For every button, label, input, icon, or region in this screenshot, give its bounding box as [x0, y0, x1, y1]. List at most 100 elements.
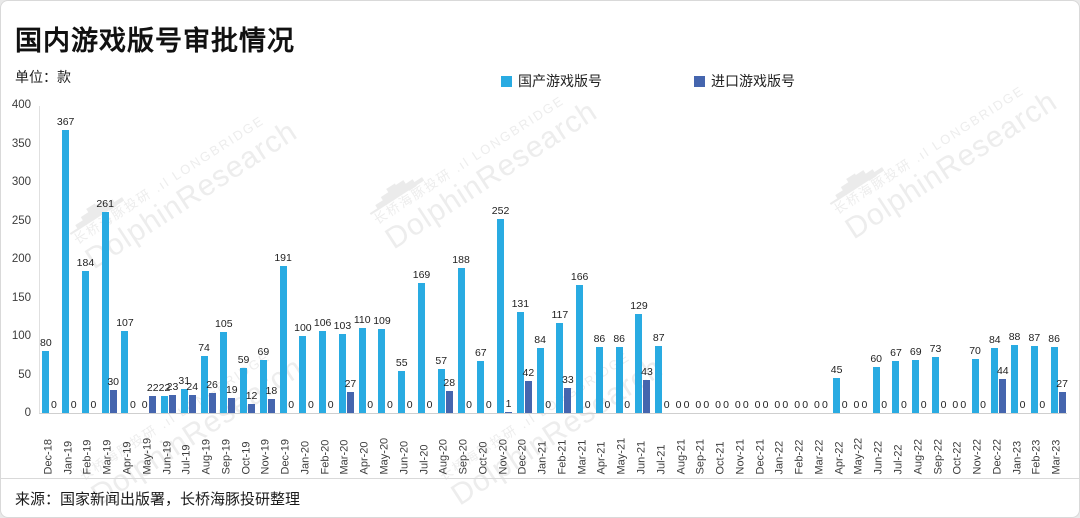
x-tick-label: Mar-23 — [1050, 439, 1063, 475]
x-tick-label: Mar-20 — [338, 439, 351, 475]
bar-domestic-Jul-19 — [180, 389, 188, 413]
bar-domestic-Apr-20 — [358, 328, 366, 413]
bar-domestic-Dec-18 — [42, 351, 50, 413]
value-label: 0 — [940, 399, 947, 411]
x-tick-label: Jan-21 — [536, 440, 549, 475]
value-label: 0 — [327, 399, 334, 411]
value-label: 74 — [198, 342, 210, 354]
x-tick-label: Nov-20 — [497, 439, 510, 475]
bar-domestic-Feb-20 — [319, 331, 327, 413]
value-label: 367 — [56, 116, 75, 128]
value-label: 261 — [96, 198, 114, 210]
y-tick-label: 50 — [18, 368, 31, 381]
bar-domestic-Oct-19 — [240, 368, 248, 413]
value-label: 0 — [426, 399, 433, 411]
value-label: 166 — [570, 271, 589, 283]
value-label: 80 — [40, 337, 52, 349]
value-label: 252 — [491, 205, 510, 217]
value-label: 24 — [186, 381, 199, 393]
bar-domestic-Sep-20 — [457, 268, 465, 413]
bar-import-Nov-19 — [267, 399, 275, 413]
bar-import-Jun-21 — [643, 380, 651, 413]
value-label: 0 — [802, 399, 809, 411]
y-tick-label: 250 — [11, 214, 31, 227]
x-tick-label: Nov-21 — [734, 439, 747, 475]
chart-title: 国内游戏版号审批情况 — [15, 26, 295, 56]
value-label: 110 — [353, 314, 371, 326]
bar-domestic-Jan-19 — [62, 130, 70, 413]
source-note: 来源：国家新闻出版署，长桥海豚投研整理 — [15, 491, 301, 508]
x-tick-label: Feb-20 — [319, 439, 332, 475]
y-tick-label: 350 — [11, 137, 31, 150]
value-label: 26 — [206, 379, 218, 391]
x-tick-label: Apr-19 — [121, 441, 134, 475]
x-tick-label: Feb-19 — [81, 439, 94, 475]
value-label: 0 — [406, 399, 413, 411]
y-tick-label: 100 — [11, 330, 31, 342]
y-tick-label: 400 — [11, 99, 31, 111]
legend: 国产游戏版号 进口游戏版号 — [501, 71, 795, 91]
value-label: 0 — [307, 399, 314, 411]
value-label: 12 — [245, 390, 258, 402]
x-tick-label: Oct-20 — [477, 441, 490, 475]
bar-domestic-Dec-20 — [516, 312, 524, 413]
bar-chart-plot-area: 80 367 184 261 107 0 22 31 74 105 59 69 191 100 106 103… — [39, 106, 1068, 414]
bar-domestic-Nov-20 — [497, 219, 505, 413]
x-tick-label: Mar-21 — [576, 439, 589, 475]
x-tick-label: Jun-21 — [635, 440, 648, 475]
value-label: 0 — [794, 399, 801, 411]
value-label: 0 — [754, 399, 761, 411]
value-label: 0 — [881, 399, 888, 411]
x-tick-label: Oct-22 — [951, 441, 964, 475]
x-tick-label: Oct-21 — [714, 441, 727, 475]
value-label: 0 — [90, 399, 97, 411]
y-tick-label: 200 — [11, 253, 31, 265]
value-label: 0 — [841, 399, 848, 411]
value-label: 129 — [630, 300, 648, 312]
value-label: 100 — [294, 322, 312, 334]
value-label: 0 — [861, 399, 868, 411]
bar-domestic-Mar-20 — [338, 334, 346, 413]
bar-import-Jul-19 — [188, 395, 196, 413]
value-label: 0 — [715, 399, 721, 411]
bar-domestic-Apr-19 — [121, 331, 129, 413]
value-label: 22 — [158, 382, 171, 394]
value-label: 105 — [215, 318, 233, 330]
value-label: 0 — [703, 399, 710, 411]
bar-import-Oct-19 — [248, 404, 256, 413]
x-tick-label: Apr-20 — [358, 441, 371, 475]
bar-domestic-Jan-23 — [1011, 345, 1019, 413]
value-label: 1 — [505, 398, 512, 410]
x-tick-label: Aug-19 — [200, 439, 213, 475]
bar-domestic-Jun-19 — [161, 396, 168, 413]
value-label: 55 — [395, 357, 408, 369]
value-label: 0 — [70, 399, 77, 411]
x-tick-label: Sep-19 — [220, 439, 233, 475]
bar-domestic-Jul-22 — [892, 361, 900, 413]
value-label: 19 — [225, 384, 238, 396]
value-label: 0 — [853, 399, 860, 411]
x-tick-label: May-21 — [615, 437, 628, 475]
value-label: 42 — [522, 367, 535, 379]
value-label: 0 — [604, 399, 611, 411]
value-label: 0 — [130, 399, 136, 411]
value-label: 57 — [435, 355, 448, 367]
value-label: 0 — [387, 399, 393, 411]
value-label: 0 — [762, 399, 769, 411]
legend-swatch-import — [694, 75, 705, 87]
value-label: 188 — [452, 254, 470, 266]
value-label: 86 — [1048, 333, 1060, 345]
value-label: 45 — [830, 364, 843, 376]
bar-import-Mar-20 — [346, 392, 354, 413]
x-tick-label: Jan-20 — [299, 440, 312, 475]
value-label: 0 — [584, 399, 591, 411]
unit-label: 单位：款 — [15, 69, 71, 85]
value-label: 0 — [960, 399, 967, 411]
bar-domestic-Jan-21 — [536, 348, 544, 413]
value-label: 86 — [593, 333, 606, 345]
bar-import-May-19 — [149, 396, 157, 413]
value-label: 69 — [909, 346, 922, 358]
bar-domestic-Mar-23 — [1050, 347, 1058, 413]
value-label: 0 — [663, 399, 670, 411]
bar-import-Nov-20 — [505, 412, 513, 413]
